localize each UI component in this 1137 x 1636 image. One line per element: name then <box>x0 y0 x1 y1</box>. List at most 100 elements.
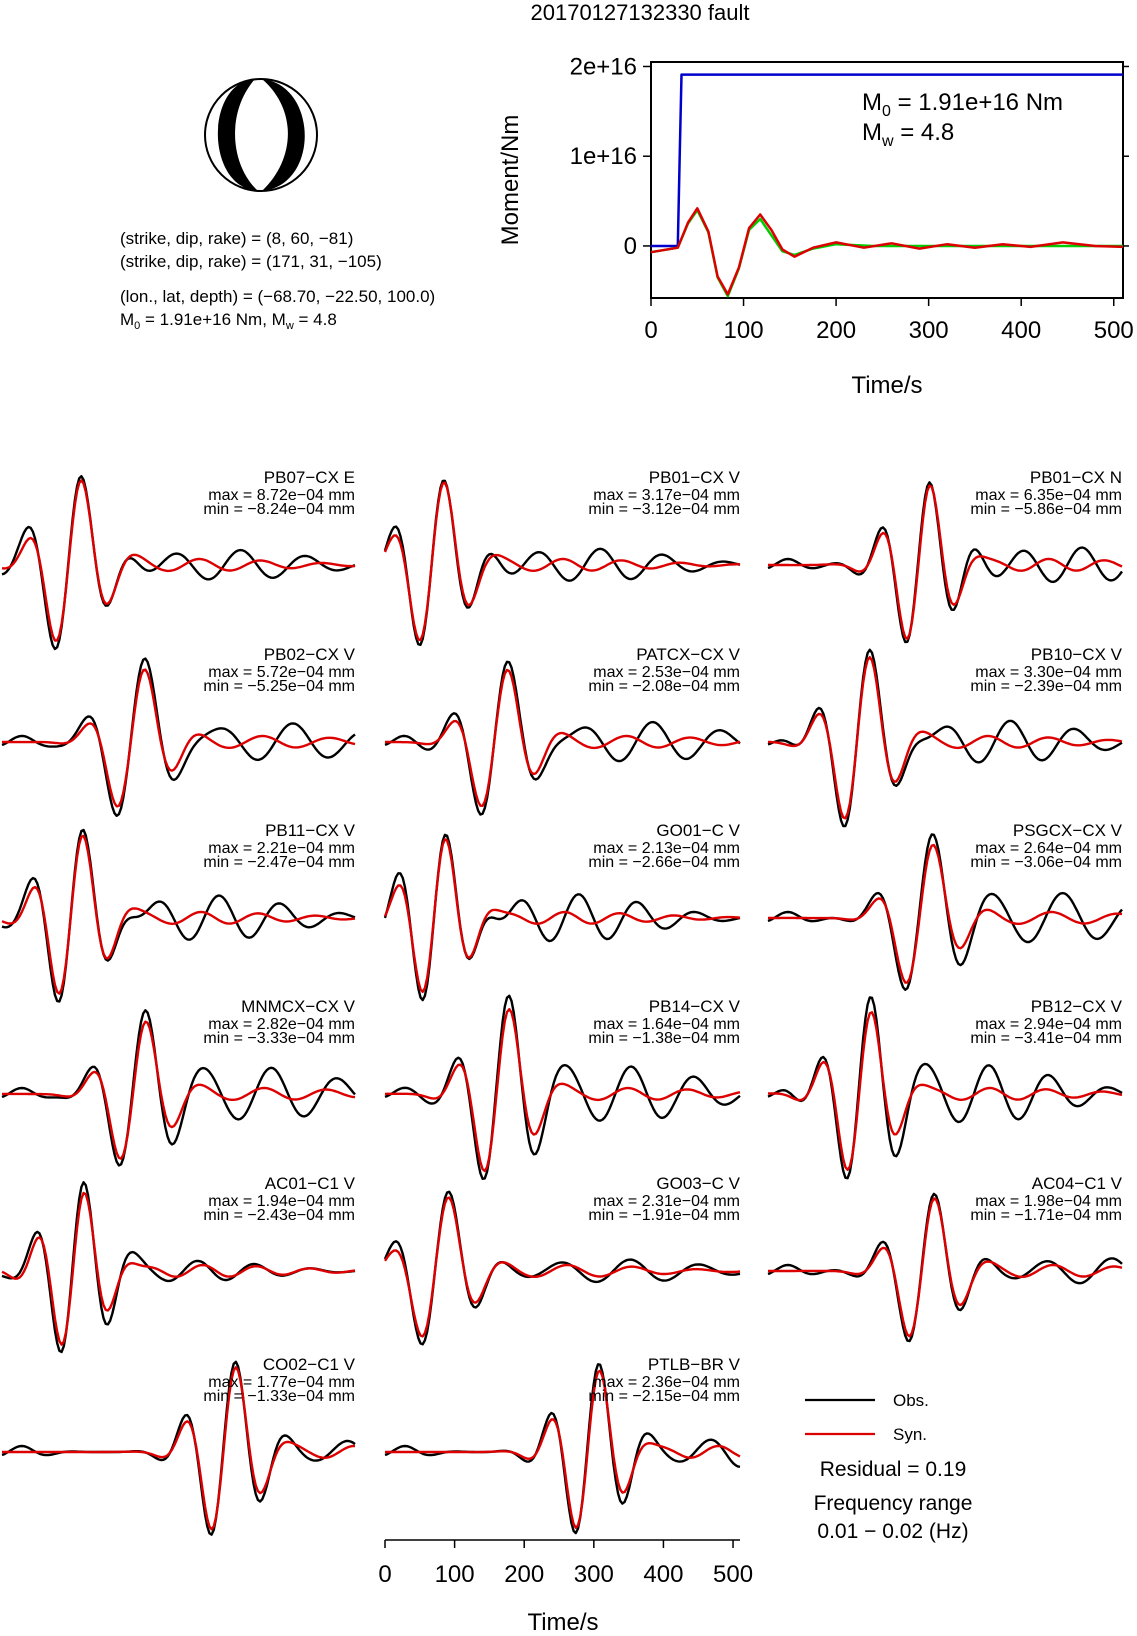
hypocenter-line: (lon., lat, depth) = (−68.70, −22.50, 10… <box>120 287 435 306</box>
station-name: PB01−CX N <box>1030 468 1122 487</box>
moment-magnitude-line: M0 = 1.91e+16 Nm, Mw = 4.8 <box>120 310 337 332</box>
station-max: max = 2.64e−04 mm <box>975 840 1122 857</box>
beachball-compressional-left <box>217 79 258 191</box>
station-max: max = 1.98e−04 mm <box>975 1193 1122 1210</box>
moment-ticks: 0 100 200 300 400 500 0 1e+16 2e+16 <box>570 53 1134 344</box>
waveform-xtick-label: 200 <box>504 1561 544 1588</box>
station-min: min = −5.25e−04 mm <box>203 678 355 695</box>
synthetic-trace <box>768 843 1123 984</box>
synthetic-trace <box>768 656 1123 820</box>
station-max: max = 3.30e−04 mm <box>975 664 1122 681</box>
station-min: min = −1.91e−04 mm <box>588 1207 740 1224</box>
station-name: PB11−CX V <box>265 821 356 840</box>
figure-title: 20170127132330 fault <box>531 0 750 25</box>
beachball-compressional-right <box>262 79 305 191</box>
station-min: min = −3.06e−04 mm <box>970 854 1122 871</box>
mw-value: = 4.8 <box>294 310 337 329</box>
anno-m0-value: = 1.91e+16 Nm <box>891 89 1063 116</box>
station-max: max = 3.17e−04 mm <box>593 487 740 504</box>
synthetic-trace <box>1 1020 356 1160</box>
anno-mw-symbol: M <box>862 119 882 146</box>
nodal-plane-2: (strike, dip, rake) = (171, 31, −105) <box>120 252 382 271</box>
station-name: PB10−CX V <box>1031 645 1123 664</box>
synthetic-trace <box>384 1196 741 1338</box>
moment-xtick-label: 200 <box>816 317 856 344</box>
station-name: PTLB−BR V <box>648 1355 741 1374</box>
synthetic-trace <box>383 838 741 993</box>
station-max: max = 2.21e−04 mm <box>208 840 355 857</box>
synthetic-trace <box>1 479 356 642</box>
observed-trace <box>383 833 741 1002</box>
synthetic-trace <box>768 1011 1123 1171</box>
station-name: CO02−C1 V <box>263 1355 356 1374</box>
station-name: PB12−CX V <box>1031 997 1123 1016</box>
station-min: min = −2.43e−04 mm <box>203 1207 355 1224</box>
observed-trace <box>1 1009 356 1167</box>
station-max: max = 5.72e−04 mm <box>208 664 355 681</box>
synthetic-trace <box>385 1369 741 1529</box>
station-name: PB02−CX V <box>264 645 356 664</box>
m0-symbol: M <box>120 310 134 329</box>
beachball <box>204 78 318 192</box>
station-max: max = 2.82e−04 mm <box>208 1016 355 1033</box>
station-name: PSGCX−CX V <box>1013 821 1123 840</box>
synthetic-trace <box>768 484 1123 640</box>
mw-annotation: Mw = 4.8 <box>862 119 954 150</box>
waveform-xtick-label: 0 <box>378 1561 391 1588</box>
anno-mw-sub: w <box>881 133 894 150</box>
station-min: min = −2.15e−04 mm <box>588 1388 740 1405</box>
station-min: min = −1.38e−04 mm <box>588 1030 740 1047</box>
m0-subscript: 0 <box>134 320 140 332</box>
station-min: min = −3.33e−04 mm <box>203 1030 355 1047</box>
observed-trace <box>384 660 741 816</box>
moment-plot: 0 100 200 300 400 500 0 1e+16 2e+16 Moment/Nm Ti… <box>497 53 1134 399</box>
synthetic-trace <box>384 1008 741 1173</box>
station-name: MNMCX−CX V <box>241 997 355 1016</box>
station-min: min = −2.66e−04 mm <box>588 854 740 871</box>
moment-xtick-label: 400 <box>1001 317 1041 344</box>
station-max: max = 2.53e−04 mm <box>593 664 740 681</box>
station-name: PB14−CX V <box>649 997 741 1016</box>
legend-obs-label: Obs. <box>893 1391 929 1410</box>
waveform-xtick-label: 400 <box>643 1561 683 1588</box>
synthetic-trace <box>383 481 740 642</box>
station-min: min = −8.24e−04 mm <box>203 501 355 518</box>
waveform-time-axis: Time/s 0 100 200 300 400 500 <box>378 1539 753 1636</box>
station-name: PB07−CX E <box>264 468 355 487</box>
station-name: PB01−CX V <box>649 468 741 487</box>
observed-trace <box>383 479 741 646</box>
station-max: max = 6.35e−04 mm <box>975 487 1122 504</box>
moment-xtick-label: 100 <box>724 317 764 344</box>
synthetic-trace <box>768 1197 1123 1338</box>
station-max: max = 2.31e−04 mm <box>593 1193 740 1210</box>
station-max: max = 1.94e−04 mm <box>208 1193 355 1210</box>
station-name: PATCX−CX V <box>636 645 740 664</box>
waveform-xlabel: Time/s <box>527 1609 598 1636</box>
synthetic-trace <box>385 668 741 807</box>
anno-m0-sub: 0 <box>882 103 891 120</box>
synthetic-trace <box>1 1191 356 1346</box>
observed-trace <box>1 657 356 817</box>
station-max: max = 2.36e−04 mm <box>593 1374 740 1391</box>
station-max: max = 1.64e−04 mm <box>593 1016 740 1033</box>
mechanism-info: (strike, dip, rake) = (8, 60, −81) (stri… <box>120 229 435 332</box>
moment-cumulative-line <box>651 73 1123 248</box>
station-min: min = −2.47e−04 mm <box>203 854 355 871</box>
moment-ytick-label: 1e+16 <box>570 143 637 170</box>
moment-series <box>650 73 1124 298</box>
station-min: min = −5.86e−04 mm <box>970 501 1122 518</box>
mw-subscript: w <box>285 320 294 332</box>
frequency-title: Frequency range <box>814 1492 973 1515</box>
legend-syn-label: Syn. <box>893 1425 927 1444</box>
